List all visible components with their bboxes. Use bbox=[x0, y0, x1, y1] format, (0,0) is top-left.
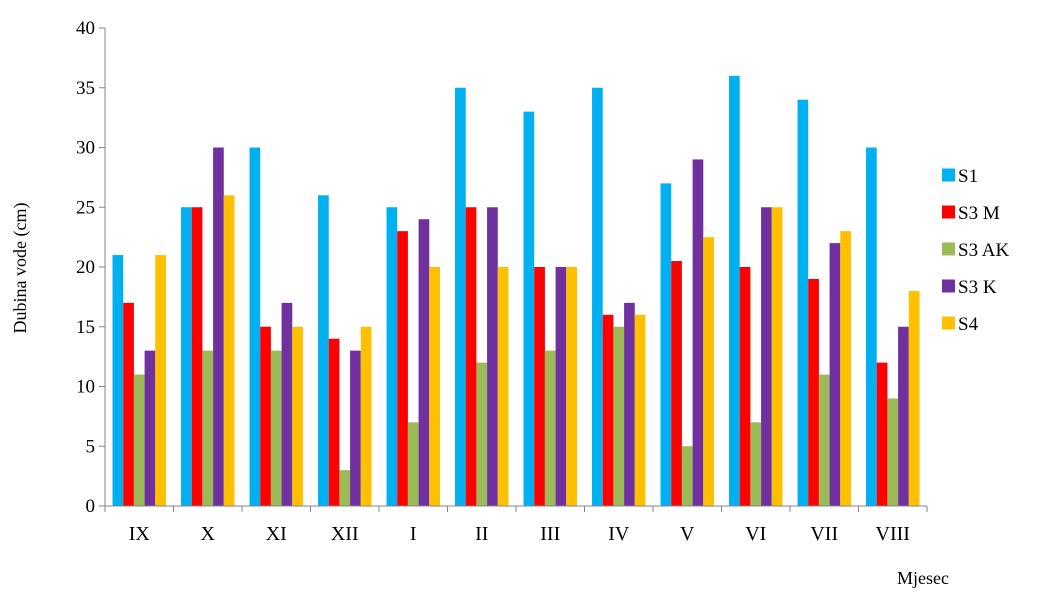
y-tick-label: 5 bbox=[86, 436, 96, 457]
bar bbox=[660, 183, 672, 506]
bar bbox=[771, 207, 783, 506]
y-tick-label: 30 bbox=[76, 138, 95, 159]
bar bbox=[523, 111, 535, 507]
bar bbox=[613, 326, 625, 506]
bar bbox=[144, 350, 156, 506]
bar bbox=[876, 362, 888, 506]
bar bbox=[671, 261, 682, 506]
bar bbox=[465, 207, 477, 506]
legend-label: S3 K bbox=[958, 277, 997, 298]
bar bbox=[866, 147, 877, 506]
legend-swatch bbox=[942, 242, 955, 256]
bar bbox=[703, 237, 714, 507]
bar bbox=[397, 231, 408, 506]
x-tick-label: III bbox=[540, 523, 560, 545]
x-tick-label: IX bbox=[129, 523, 151, 545]
x-tick-label: VII bbox=[810, 523, 838, 545]
x-axis-title: Mjesec bbox=[897, 568, 949, 588]
bar bbox=[602, 314, 614, 506]
bar bbox=[634, 314, 646, 506]
bar bbox=[281, 302, 293, 506]
x-tick-label: XII bbox=[331, 523, 359, 545]
bar bbox=[270, 350, 282, 506]
x-tick-label: II bbox=[475, 523, 488, 545]
bar bbox=[681, 446, 693, 506]
bar bbox=[750, 422, 762, 506]
bar bbox=[386, 207, 398, 506]
bar bbox=[808, 278, 819, 506]
bar bbox=[249, 147, 261, 506]
bar bbox=[339, 470, 351, 506]
legend-swatch bbox=[942, 279, 955, 293]
bar bbox=[123, 302, 134, 506]
legend-swatch bbox=[942, 168, 955, 182]
bar bbox=[566, 267, 577, 506]
legend-swatch bbox=[942, 316, 955, 330]
bar bbox=[350, 350, 361, 506]
x-tick-label: V bbox=[680, 523, 695, 545]
bar bbox=[155, 255, 166, 506]
bar bbox=[223, 195, 235, 507]
bar bbox=[360, 326, 372, 506]
y-axis: 0 5 10 15 20 25 30 35 40 bbox=[76, 18, 106, 517]
x-tick-label: VI bbox=[745, 523, 766, 545]
x-axis: IX X XI XII I II III IV V VI VII VIII bbox=[104, 505, 928, 545]
bar bbox=[181, 207, 192, 506]
bar bbox=[555, 267, 567, 506]
bar bbox=[624, 302, 635, 506]
x-tick-label: XI bbox=[266, 523, 287, 545]
bar bbox=[213, 147, 224, 506]
y-tick-label: 10 bbox=[76, 377, 95, 398]
x-tick-label: X bbox=[201, 523, 216, 545]
bar bbox=[292, 326, 303, 506]
bar bbox=[908, 290, 920, 506]
bar bbox=[202, 350, 214, 506]
bar bbox=[328, 338, 340, 506]
bar bbox=[797, 99, 809, 506]
bar bbox=[418, 219, 430, 506]
legend-swatch bbox=[942, 205, 955, 219]
bar bbox=[112, 255, 124, 506]
bar bbox=[818, 374, 830, 506]
x-tick-label: VIII bbox=[876, 523, 910, 545]
y-tick-label: 25 bbox=[76, 197, 95, 218]
bar bbox=[487, 207, 498, 506]
bar bbox=[739, 267, 751, 506]
y-tick-label: 40 bbox=[76, 18, 95, 39]
bar bbox=[429, 267, 440, 506]
y-tick-label: 0 bbox=[86, 496, 96, 517]
bar bbox=[692, 159, 704, 506]
bar bbox=[191, 207, 203, 506]
bar bbox=[840, 231, 851, 506]
y-tick-label: 35 bbox=[76, 78, 95, 99]
bar bbox=[761, 207, 772, 506]
bar bbox=[318, 195, 329, 507]
bar bbox=[260, 326, 271, 506]
bar bbox=[476, 362, 488, 506]
legend-label: S3 AK bbox=[958, 240, 1009, 261]
bar bbox=[407, 422, 419, 506]
y-axis-title: Dubina vode (cm) bbox=[10, 203, 31, 334]
bar bbox=[829, 243, 841, 506]
x-tick-label: IV bbox=[608, 523, 630, 545]
bar bbox=[455, 87, 466, 506]
x-tick-label: I bbox=[410, 523, 417, 545]
legend-label: S1 bbox=[958, 166, 978, 187]
bar bbox=[497, 267, 509, 506]
bar bbox=[544, 350, 556, 506]
bar bbox=[729, 75, 740, 507]
bar bbox=[534, 267, 545, 506]
bars bbox=[112, 75, 920, 507]
y-tick-label: 15 bbox=[76, 317, 95, 338]
bar bbox=[898, 326, 909, 506]
bar bbox=[133, 374, 145, 506]
y-tick-label: 20 bbox=[76, 257, 95, 278]
bar bbox=[887, 398, 899, 506]
bar bbox=[592, 87, 603, 506]
legend: S1 S3 M S3 AK S3 K S4 bbox=[942, 166, 1009, 335]
legend-label: S3 M bbox=[958, 203, 1000, 224]
legend-label: S4 bbox=[958, 314, 979, 335]
